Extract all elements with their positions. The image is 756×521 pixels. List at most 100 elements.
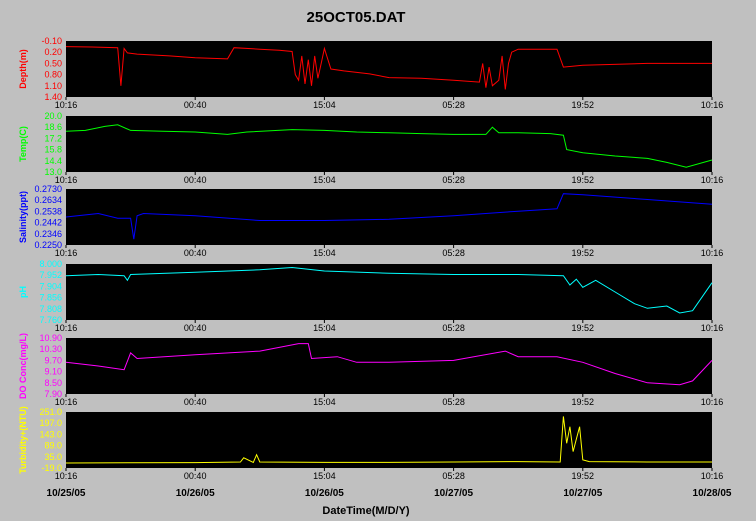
y-tick-label: 89.0 (44, 441, 62, 451)
y-tick-label: 8.000 (39, 259, 62, 269)
y-tick-label: 9.70 (44, 355, 62, 365)
y-tick-label: -0.10 (41, 36, 62, 46)
x-tick-label: 00:40 (184, 175, 207, 185)
y-tick-label: 10.30 (39, 344, 62, 354)
y-tick-label: 7.856 (39, 293, 62, 303)
chart-title: 25OCT05.DAT (307, 9, 406, 26)
y-tick-label: 35.0 (44, 452, 62, 462)
y-axis-label-salinity-ppt: Salinity(ppt) (18, 191, 28, 243)
x-tick-label: 10:16 (55, 397, 78, 407)
x-tick-label: 15:04 (313, 248, 336, 258)
y-tick-label: 0.2250 (34, 240, 62, 250)
y-tick-label: 20.0 (44, 111, 62, 121)
x-tick-label: 19:52 (572, 100, 595, 110)
plot-area (66, 412, 712, 468)
y-tick-label: 0.2730 (34, 184, 62, 194)
x-tick-label: 10:16 (701, 175, 724, 185)
y-tick-label: 0.2634 (34, 195, 62, 205)
x-tick-label: 05:28 (442, 248, 465, 258)
x-tick-label: 10:16 (55, 100, 78, 110)
y-tick-label: 1.40 (44, 92, 62, 102)
x-tick-label: 10:16 (701, 397, 724, 407)
panel-turbidity-ntu: Turbidity+(NTU) -19.035.089.0 143.0197.025… (18, 406, 723, 481)
date-axis-labels: 10/25/05 10/26/05 10/26/05 10/27/05 10/27/05… (47, 488, 732, 499)
y-tick-label: 7.952 (39, 270, 62, 280)
x-tick-label: 05:28 (442, 471, 465, 481)
x-tick-label: 10:16 (55, 175, 78, 185)
y-tick-label: 0.2346 (34, 229, 62, 239)
panel-salinity-ppt: Salinity(ppt)0.22500.23460.24420.25380.2… (18, 184, 723, 258)
y-tick-label: 0.80 (44, 70, 62, 80)
x-tick-label: 10:16 (55, 471, 78, 481)
x-tick-label: 10:16 (55, 323, 78, 333)
y-tick-label: 15.8 (44, 145, 62, 155)
plot-area (66, 189, 712, 245)
x-tick-label: 00:40 (184, 323, 207, 333)
x-tick-label: 19:52 (572, 323, 595, 333)
series-line-salinity-ppt (65, 193, 713, 240)
x-tick-label: 10:16 (701, 100, 724, 110)
series-line-turbidity-ntu (65, 416, 712, 464)
y-axis-label-ph: pH (18, 286, 28, 298)
date-label: 10/26/05 (176, 488, 215, 499)
y-tick-label: 0.2538 (34, 206, 62, 216)
x-tick-label: 05:28 (442, 100, 465, 110)
x-tick-label: 19:52 (572, 397, 595, 407)
y-tick-label: 143.0 (39, 429, 62, 439)
x-tick-label: 10:16 (701, 323, 724, 333)
y-axis-label-temp-c: Temp(C) (18, 126, 28, 162)
date-label: 10/28/05 (693, 488, 732, 499)
panel-temp-c: Temp(C) 13.014.415.8 17.218.620.0 10:16 00:4… (18, 111, 723, 185)
y-tick-label: 13.0 (44, 167, 62, 177)
y-tick-label: 0.50 (44, 58, 62, 68)
x-tick-label: 19:52 (572, 471, 595, 481)
x-tick-label: 00:40 (184, 248, 207, 258)
date-label: 10/27/05 (563, 488, 602, 499)
x-axis-label: DateTime(M/D/Y) (322, 505, 410, 517)
x-tick-label: 05:28 (442, 323, 465, 333)
y-tick-label: 14.4 (44, 156, 62, 166)
y-axis-label-turbidity-ntu: Turbidity+(NTU) (18, 406, 28, 474)
y-tick-label: 197.0 (39, 418, 62, 428)
y-axis-label-do-conc-mg-l: DO Conc(mg/L) (18, 333, 28, 399)
date-label: 10/25/05 (47, 488, 86, 499)
plot-area (66, 338, 712, 394)
y-tick-label: 7.90 (44, 389, 62, 399)
y-tick-label: 7.760 (39, 315, 62, 325)
series-line-do-conc-mg-l (65, 343, 713, 386)
x-tick-label: 10:16 (701, 471, 724, 481)
series-line-depth-m (65, 46, 712, 90)
x-tick-label: 15:04 (313, 175, 336, 185)
x-tick-label: 19:52 (572, 175, 595, 185)
x-tick-label: 05:28 (442, 397, 465, 407)
x-tick-label: 05:28 (442, 175, 465, 185)
y-tick-label: -19.0 (41, 463, 62, 473)
date-label: 10/27/05 (434, 488, 473, 499)
y-tick-label: 7.904 (39, 281, 62, 291)
plot-area (66, 116, 712, 172)
y-tick-label: 7.808 (39, 304, 62, 314)
series-line-ph (65, 266, 713, 314)
y-tick-label: 17.2 (44, 133, 62, 143)
y-tick-label: 8.50 (44, 378, 62, 388)
x-tick-label: 10:16 (55, 248, 78, 258)
x-tick-label: 15:04 (313, 323, 336, 333)
y-tick-label: 0.2442 (34, 218, 62, 228)
date-label: 10/26/05 (305, 488, 344, 499)
plot-area (66, 41, 712, 97)
x-tick-label: 15:04 (313, 471, 336, 481)
x-tick-label: 00:40 (184, 471, 207, 481)
y-tick-label: 251.0 (39, 407, 62, 417)
x-tick-label: 00:40 (184, 397, 207, 407)
x-tick-label: 15:04 (313, 100, 336, 110)
y-tick-label: 0.20 (44, 47, 62, 57)
y-axis-label-depth-m: Depth(m) (18, 49, 28, 89)
x-tick-label: 00:40 (184, 100, 207, 110)
series-line-temp-c (65, 124, 713, 168)
y-tick-label: 10.90 (39, 333, 62, 343)
